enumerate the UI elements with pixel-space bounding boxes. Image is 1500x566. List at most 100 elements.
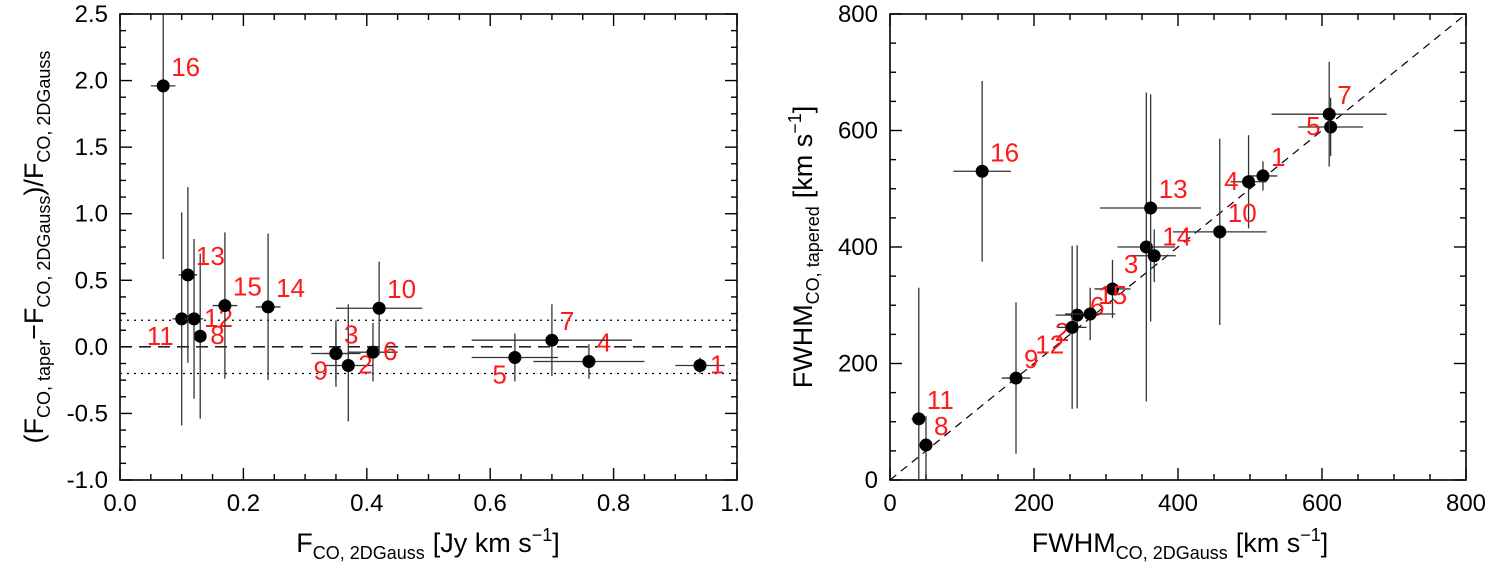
point-label: 4 xyxy=(597,328,611,358)
point-marker xyxy=(187,312,201,326)
point-marker xyxy=(1065,320,1079,334)
x-tick-label: 0.2 xyxy=(227,490,260,517)
data-point-16: 16 xyxy=(953,80,1019,262)
point-marker xyxy=(261,300,275,314)
y-tick-label: 2.0 xyxy=(75,68,108,95)
point-label: 3 xyxy=(1124,249,1138,279)
point-label: 16 xyxy=(171,52,200,82)
x-tick-label: 200 xyxy=(1014,490,1054,517)
point-label: 11 xyxy=(927,385,954,415)
point-marker xyxy=(193,329,207,343)
data-point-4: 4 xyxy=(1224,135,1267,229)
point-label: 5 xyxy=(1306,111,1320,141)
point-marker xyxy=(372,301,386,315)
y-tick-label: 0.0 xyxy=(75,334,108,361)
data-point-3: 3 xyxy=(1117,92,1176,402)
point-marker xyxy=(1144,201,1158,215)
point-marker xyxy=(508,351,522,365)
data-point-14: 14 xyxy=(1132,222,1191,282)
data-point-13: 13 xyxy=(1100,94,1202,322)
data-point-16: 16 xyxy=(150,14,200,259)
point-marker xyxy=(1324,120,1338,134)
point-label: 16 xyxy=(990,137,1019,167)
point-marker xyxy=(175,312,189,326)
point-label: 13 xyxy=(1159,174,1188,204)
data-point-1: 1 xyxy=(1248,142,1285,191)
point-label: 1 xyxy=(710,349,724,379)
point-label: 7 xyxy=(560,306,574,336)
point-marker xyxy=(1139,240,1153,254)
data-point-8: 8 xyxy=(919,411,948,475)
point-label: 5 xyxy=(492,360,506,390)
point-marker xyxy=(975,164,989,178)
x-tick-label: 0.4 xyxy=(350,490,383,517)
point-label: 10 xyxy=(1228,198,1257,228)
data-point-5: 5 xyxy=(471,333,559,390)
point-marker xyxy=(1083,307,1097,321)
left-x-axis-label: FCO, 2DGauss [Jy km s−1] xyxy=(296,525,560,563)
point-marker xyxy=(1242,175,1256,189)
point-label: 10 xyxy=(387,274,416,304)
x-tick-label: 800 xyxy=(1446,490,1486,517)
data-point-15: 15 xyxy=(1064,280,1127,341)
data-point-11: 11 xyxy=(911,287,954,480)
y-tick-label: -0.5 xyxy=(67,400,108,427)
x-tick-label: 1.0 xyxy=(720,490,753,517)
point-label: 15 xyxy=(233,272,262,302)
y-tick-label: 600 xyxy=(838,118,878,145)
data-point-5: 5 xyxy=(1298,97,1364,157)
data-point-11: 11 xyxy=(147,212,191,426)
data-point-7: 7 xyxy=(1271,61,1387,167)
point-marker xyxy=(366,345,380,359)
point-marker xyxy=(1105,282,1119,296)
data-point-9: 9 xyxy=(313,326,349,386)
point-label: 7 xyxy=(1337,80,1351,110)
x-tick-label: 600 xyxy=(1302,490,1342,517)
point-label: 13 xyxy=(196,241,225,271)
one-to-one-line xyxy=(889,13,1467,481)
x-tick-label: 0.6 xyxy=(474,490,507,517)
y-tick-label: 200 xyxy=(838,351,878,378)
data-point-4: 4 xyxy=(533,328,645,379)
right-plot-frame xyxy=(889,13,1467,481)
data-point-12: 12 xyxy=(1035,245,1087,409)
point-marker xyxy=(181,268,195,282)
point-marker xyxy=(693,358,707,372)
data-point-8: 8 xyxy=(193,253,225,419)
point-label: 14 xyxy=(1162,222,1191,252)
point-label: 12 xyxy=(1035,329,1064,359)
point-label: 1 xyxy=(1271,142,1285,172)
point-label: 3 xyxy=(344,320,358,350)
data-point-1: 1 xyxy=(675,349,725,379)
point-label: 8 xyxy=(934,411,948,441)
point-label: 11 xyxy=(147,321,174,351)
data-point-9: 9 xyxy=(1001,302,1038,454)
point-label: 15 xyxy=(1098,280,1127,310)
data-point-10: 10 xyxy=(1172,138,1267,326)
point-marker xyxy=(1322,107,1336,121)
x-tick-label: 400 xyxy=(1158,490,1198,517)
point-marker xyxy=(341,358,355,372)
data-point-14: 14 xyxy=(255,233,305,381)
point-label: 4 xyxy=(1224,166,1238,196)
point-label: 9 xyxy=(313,356,327,386)
point-marker xyxy=(1009,371,1023,385)
y-tick-label: 2.5 xyxy=(75,1,108,28)
y-tick-label: 400 xyxy=(838,234,878,261)
point-label: 6 xyxy=(383,336,397,366)
point-marker xyxy=(582,355,596,369)
y-tick-label: -1.0 xyxy=(67,467,108,494)
y-tick-label: 0.5 xyxy=(75,267,108,294)
point-marker xyxy=(156,79,170,93)
data-point-7: 7 xyxy=(471,304,633,377)
point-label: 9 xyxy=(1024,344,1038,374)
point-marker xyxy=(1070,308,1084,322)
point-marker xyxy=(1147,249,1161,263)
point-marker xyxy=(1256,169,1270,183)
right-x-axis-label: FWHMCO, 2DGauss [km s−1] xyxy=(1032,525,1329,563)
point-label: 2 xyxy=(1055,317,1069,347)
point-label: 14 xyxy=(276,273,305,303)
data-point-10: 10 xyxy=(335,261,423,355)
